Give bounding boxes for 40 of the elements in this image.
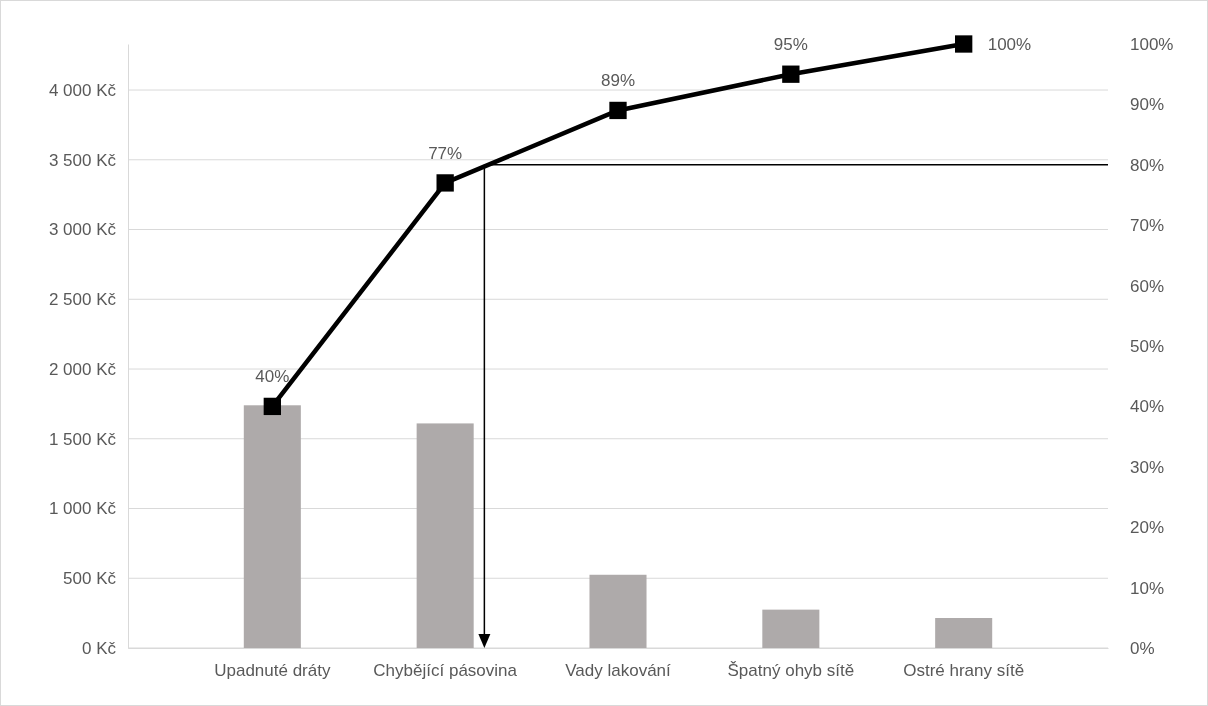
bar [935, 618, 993, 648]
y2-tick-label: 100% [1130, 34, 1174, 54]
y2-tick-label: 60% [1130, 276, 1165, 296]
y-tick-label: 4 000 Kč [48, 80, 117, 100]
y-tick-label: 1 000 Kč [48, 499, 117, 519]
y2-tick-label: 10% [1130, 578, 1165, 598]
data-label: 77% [428, 143, 463, 163]
y2-tick-label: 70% [1130, 216, 1165, 236]
x-tick-label: Ostré hrany sítě [903, 661, 1025, 681]
point [782, 65, 800, 83]
bar [416, 423, 474, 648]
x-tick-label: Špatný ohyb sítě [727, 661, 855, 681]
y2-tick-label: 0% [1130, 638, 1155, 658]
data-label: 89% [600, 71, 636, 91]
x-tick-label: Chybějící pásovina [373, 661, 518, 681]
y2-tick-label: 20% [1130, 518, 1165, 538]
y2-tick-label: 40% [1130, 397, 1165, 417]
y-tick-label: 2 500 Kč [48, 290, 117, 310]
y2-tick-label: 90% [1130, 95, 1165, 115]
bar [243, 405, 301, 648]
point [609, 101, 627, 120]
y-tick-label: 2 000 Kč [48, 359, 117, 379]
data-label: 95% [773, 35, 808, 55]
x-tick-label: Vady lakování [565, 661, 672, 681]
y2-tick-label: 30% [1130, 457, 1165, 477]
point [263, 397, 281, 416]
y-tick-label: 3 500 Kč [48, 150, 117, 170]
y-tick-label: 500 Kč [63, 569, 117, 589]
bar [589, 574, 647, 648]
point [436, 174, 454, 192]
bar [762, 609, 820, 648]
x-tick-label: Upadnuté dráty [214, 661, 331, 681]
y2-tick-label: 50% [1130, 336, 1165, 356]
y2-tick-label: 80% [1130, 155, 1165, 175]
y-tick-label: 3 000 Kč [48, 220, 117, 240]
y-tick-label: 0 Kč [81, 638, 117, 658]
data-label: 100% [987, 35, 1032, 54]
point [955, 35, 973, 53]
data-label: 40% [255, 367, 290, 387]
y-tick-label: 1 500 Kč [48, 429, 117, 449]
